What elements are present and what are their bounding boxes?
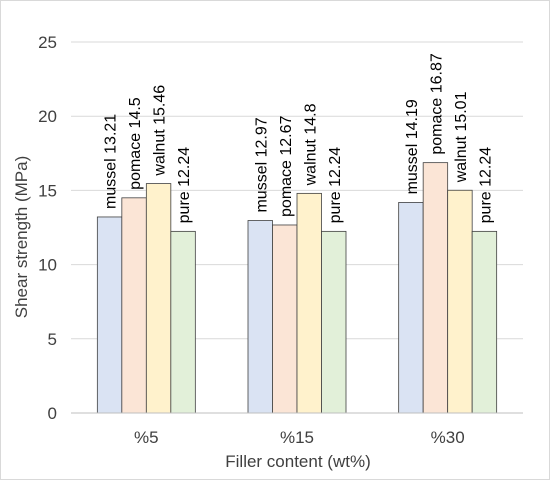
data-label-mussel: mussel 13.21 bbox=[103, 114, 120, 209]
bar-mussel bbox=[398, 202, 424, 414]
bar-pure bbox=[321, 230, 347, 414]
data-label-pure: pure 12.24 bbox=[176, 147, 193, 224]
bar-pomace bbox=[422, 162, 449, 414]
bar-pomace bbox=[121, 197, 147, 414]
y-tick-label: 20 bbox=[38, 107, 57, 126]
data-label-pure: pure 12.24 bbox=[327, 147, 344, 224]
data-label-walnut: walnut 15.46 bbox=[152, 85, 169, 177]
y-tick-label: 10 bbox=[38, 256, 57, 275]
data-label-pomace: pomace 16.87 bbox=[428, 53, 445, 155]
data-label-mussel: mussel 14.19 bbox=[404, 99, 421, 194]
x-tick-label: %15 bbox=[280, 428, 314, 447]
axes: 0 5 10 15 20 25 %5 %15 %30 bbox=[38, 33, 523, 447]
bar-pomace bbox=[272, 224, 298, 414]
x-tick-label: %5 bbox=[134, 428, 159, 447]
bar-walnut bbox=[447, 189, 473, 414]
bar-walnut bbox=[145, 183, 172, 414]
y-tick-label: 5 bbox=[48, 330, 57, 349]
y-tick-label: 15 bbox=[38, 181, 57, 200]
y-axis-title: Shear strength (MPa) bbox=[12, 156, 31, 319]
bar-pure bbox=[170, 230, 196, 414]
bar-mussel bbox=[96, 216, 123, 414]
data-label-pomace: pomace 12.67 bbox=[278, 115, 295, 217]
bar-pure bbox=[471, 230, 498, 414]
bar-mussel bbox=[247, 220, 273, 414]
data-label-pomace: pomace 14.5 bbox=[127, 97, 144, 190]
bars bbox=[96, 162, 498, 414]
y-tick-label: 0 bbox=[48, 404, 57, 423]
data-label-mussel: mussel 12.97 bbox=[253, 117, 270, 212]
data-label-walnut: walnut 14.8 bbox=[302, 103, 319, 186]
data-label-walnut: walnut 15.01 bbox=[453, 91, 470, 183]
x-axis-title: Filler content (wt%) bbox=[225, 452, 370, 471]
bar-walnut bbox=[296, 192, 322, 414]
y-tick-label: 25 bbox=[38, 33, 57, 52]
x-tick-label: %30 bbox=[431, 428, 465, 447]
data-labels: mussel 13.21 pomace 14.5 walnut 15.46 pure … bbox=[103, 53, 495, 223]
data-label-pure: pure 12.24 bbox=[477, 147, 494, 224]
